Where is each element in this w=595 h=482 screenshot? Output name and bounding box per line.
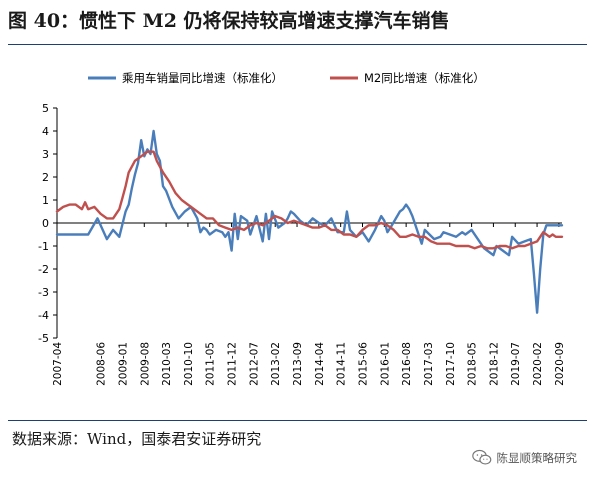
y-tick-label: 1 <box>42 194 49 207</box>
y-tick-label: -4 <box>38 309 49 322</box>
series-line-1 <box>55 129 564 314</box>
watermark-label: 陈显顺策略研究 <box>496 450 578 465</box>
y-tick-label: 2 <box>42 171 49 184</box>
x-tick-label: 2017-03 <box>423 342 435 386</box>
y-tick-label: 0 <box>42 217 49 230</box>
y-tick-label: 3 <box>42 148 49 161</box>
source-divider <box>8 420 587 421</box>
x-tick-label: 2014-04 <box>314 342 326 386</box>
figure-title: 图 40：惯性下 M2 仍将保持较高增速支撑汽车销售 <box>8 10 450 32</box>
wechat-icon <box>471 449 491 465</box>
x-tick-label: 2020-09 <box>554 342 566 386</box>
x-tick-label: 2009-08 <box>139 342 151 386</box>
watermark: 陈显顺策略研究 <box>471 449 578 466</box>
x-tick-label: 2016-01 <box>379 342 391 386</box>
x-tick-label: 2015-06 <box>357 342 369 386</box>
x-tick-label: 2018-12 <box>488 342 500 386</box>
x-tick-label: 2008-06 <box>96 342 108 386</box>
x-tick-label: 2014-11 <box>336 342 348 386</box>
title-divider <box>8 44 587 45</box>
y-tick-label: -3 <box>38 286 49 299</box>
y-tick-label: 5 <box>42 102 49 115</box>
y-tick-label: -2 <box>38 263 49 276</box>
x-tick-label: 2019-07 <box>510 342 522 386</box>
x-tick-label: 2013-02 <box>270 342 282 386</box>
x-tick-label: 2011-05 <box>205 342 217 386</box>
x-tick-label: 2016-08 <box>401 342 413 386</box>
x-tick-label: 2013-09 <box>292 342 304 386</box>
y-tick-label: -1 <box>38 240 49 253</box>
x-tick-label: 2011-12 <box>227 342 239 386</box>
legend-label-1: 乘用车销量同比增速（标准化） <box>122 71 283 85</box>
legend-label-2: M2同比增速（标准化） <box>364 71 485 85</box>
x-tick-label: 2012-07 <box>248 342 260 386</box>
x-tick-label: 2017-10 <box>445 342 457 386</box>
x-tick-label: 2010-03 <box>161 342 173 386</box>
y-tick-label: 4 <box>42 125 49 138</box>
source-note: 数据来源：Wind，国泰君安证券研究 <box>12 430 262 448</box>
series-line-2 <box>55 150 564 250</box>
x-tick-label: 2007-04 <box>52 342 64 386</box>
y-tick-label: -5 <box>38 332 49 345</box>
x-tick-label: 2020-02 <box>532 342 544 386</box>
x-tick-label: 2010-10 <box>183 342 195 386</box>
x-tick-label: 2018-05 <box>467 342 479 386</box>
x-tick-label: 2009-01 <box>117 342 129 386</box>
